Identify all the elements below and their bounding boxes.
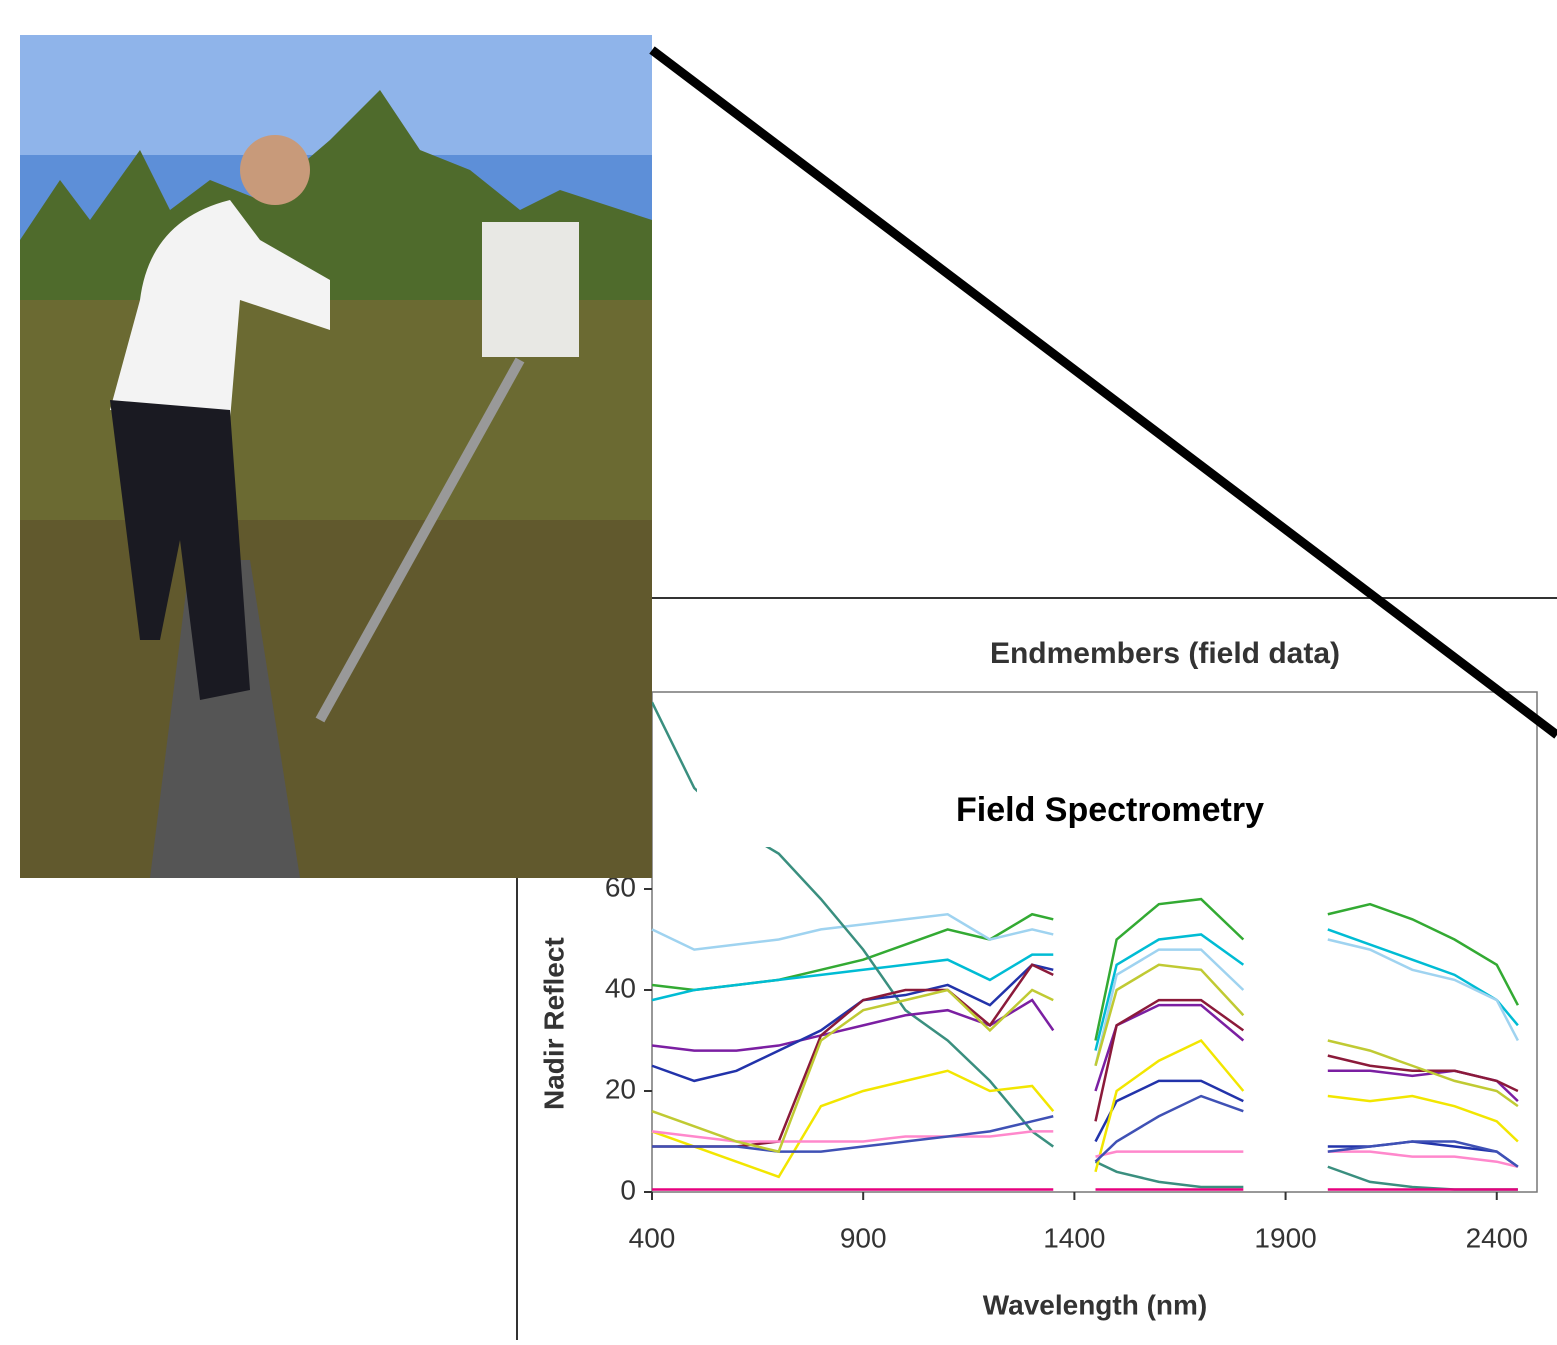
x-tick-label: 2400 xyxy=(1466,1222,1528,1253)
series-line xyxy=(652,965,1518,1152)
chart: Endmembers (field data) Wavelength (nm) … xyxy=(517,598,1557,1340)
x-tick-label: 1400 xyxy=(1043,1222,1105,1253)
series-line xyxy=(652,1000,1518,1101)
photo-instrument xyxy=(482,222,579,357)
y-tick-label: 0 xyxy=(620,1174,636,1205)
x-tick-label: 400 xyxy=(629,1222,676,1253)
photo-person xyxy=(240,135,310,205)
y-tick-label: 20 xyxy=(605,1073,636,1104)
photo xyxy=(20,35,652,878)
series-line xyxy=(652,899,1518,1040)
y-axis-label: Nadir Reflect xyxy=(538,937,569,1110)
page: {"overlay_label": "Field Spectrometry", … xyxy=(0,0,1557,1345)
x-tick-label: 900 xyxy=(840,1222,887,1253)
y-tick-label: 40 xyxy=(605,972,636,1003)
x-axis-label: Wavelength (nm) xyxy=(983,1289,1208,1320)
callout-line xyxy=(652,50,1557,735)
slide: Endmembers (field data) Wavelength (nm) … xyxy=(0,0,1557,1340)
x-tick-label: 1900 xyxy=(1254,1222,1316,1253)
series-line xyxy=(652,965,1518,1147)
series-line xyxy=(652,929,1518,1050)
overlay-label: Field Spectrometry xyxy=(956,791,1264,829)
chart-title: Endmembers (field data) xyxy=(990,637,1340,670)
series-line xyxy=(652,1041,1518,1177)
series-line xyxy=(652,914,1518,1066)
